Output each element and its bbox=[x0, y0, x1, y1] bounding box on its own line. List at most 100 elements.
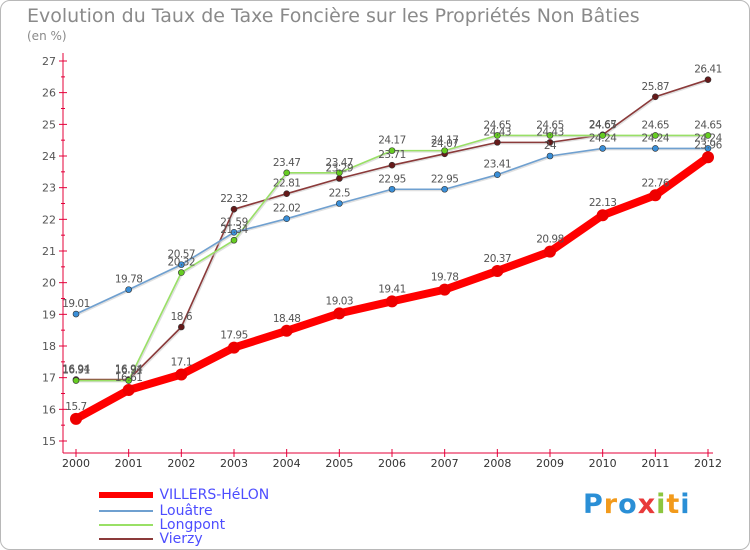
data-label: 23.96 bbox=[694, 139, 722, 151]
legend-item-vierzy: Vierzy bbox=[99, 531, 203, 547]
data-label: 15.7 bbox=[65, 401, 86, 413]
data-label: 24.17 bbox=[431, 135, 459, 147]
data-label: 23.41 bbox=[484, 159, 512, 171]
y-tick-label: 15 bbox=[42, 435, 56, 448]
data-point bbox=[388, 161, 396, 169]
data-label: 22.13 bbox=[589, 197, 617, 209]
chart-title: Evolution du Taux de Taxe Foncière sur l… bbox=[27, 5, 640, 27]
data-point bbox=[599, 132, 606, 139]
data-point bbox=[704, 76, 712, 83]
logo-letter: x bbox=[637, 489, 657, 520]
logo-letter: o bbox=[618, 489, 638, 520]
data-label: 20.98 bbox=[536, 234, 564, 246]
data-point bbox=[230, 205, 238, 213]
data-point bbox=[388, 185, 396, 193]
data-point bbox=[652, 132, 659, 139]
data-point bbox=[283, 169, 290, 177]
data-label: 25.87 bbox=[642, 81, 670, 93]
data-label: 19.41 bbox=[378, 283, 406, 295]
data-point bbox=[70, 412, 82, 425]
y-tick-label: 21 bbox=[42, 245, 56, 258]
data-label: 22.32 bbox=[220, 193, 248, 205]
data-label: 17.1 bbox=[171, 357, 192, 369]
x-tick-label: 2004 bbox=[273, 457, 301, 470]
y-tick-label: 25 bbox=[42, 118, 56, 131]
legend-item-longpont: Longpont bbox=[99, 517, 225, 533]
data-label: 23.47 bbox=[326, 157, 354, 169]
data-label: 19.78 bbox=[431, 272, 459, 284]
series-layer bbox=[70, 76, 714, 425]
data-point bbox=[125, 286, 132, 293]
data-label: 23.47 bbox=[273, 157, 301, 169]
data-label: 24 bbox=[544, 140, 557, 152]
data-label: 16.94 bbox=[115, 364, 143, 376]
data-label: 21.34 bbox=[220, 224, 248, 236]
data-point bbox=[283, 190, 290, 197]
data-point bbox=[652, 93, 659, 101]
data-label: 22.95 bbox=[378, 173, 406, 185]
data-label: 16.91 bbox=[115, 365, 143, 377]
data-label: 22.5 bbox=[329, 188, 350, 200]
data-point bbox=[336, 175, 343, 182]
data-point bbox=[178, 323, 185, 331]
data-label: 19.78 bbox=[115, 274, 143, 286]
y-tick-label: 26 bbox=[42, 87, 56, 100]
data-point bbox=[599, 145, 606, 152]
data-label: 16.94 bbox=[62, 364, 90, 376]
x-tick-label: 2010 bbox=[589, 457, 617, 470]
y-tick-label: 20 bbox=[42, 277, 56, 290]
x-tick-label: 2001 bbox=[115, 457, 143, 470]
data-point bbox=[178, 269, 185, 276]
data-point bbox=[546, 139, 554, 146]
data-point bbox=[122, 384, 135, 397]
legend-label-louatre: Louâtre bbox=[159, 503, 213, 519]
x-tick-label: 2002 bbox=[167, 457, 195, 470]
data-label: 18.6 bbox=[171, 311, 193, 323]
data-point bbox=[702, 151, 714, 164]
data-point bbox=[228, 341, 240, 354]
data-point bbox=[280, 324, 293, 337]
x-tick-label: 2009 bbox=[536, 457, 564, 470]
data-point bbox=[494, 171, 501, 178]
x-tick-label: 2008 bbox=[483, 457, 511, 470]
data-label: 20.57 bbox=[168, 249, 196, 261]
data-label: 24.65 bbox=[694, 119, 722, 131]
data-label: 24.43 bbox=[484, 126, 512, 138]
legend-swatch-longpont bbox=[99, 524, 153, 526]
y-tick-label: 19 bbox=[42, 308, 56, 321]
data-point bbox=[438, 283, 451, 296]
x-tick-label: 2011 bbox=[641, 457, 669, 470]
y-tick-label: 24 bbox=[42, 150, 56, 163]
y-tick-label: 22 bbox=[42, 213, 56, 226]
data-point bbox=[491, 264, 504, 277]
y-tick-label: 27 bbox=[42, 55, 56, 68]
data-label: 24.67 bbox=[589, 119, 617, 131]
logo-letter: i bbox=[680, 489, 691, 520]
proxiti-logo: Proxiti bbox=[583, 489, 691, 520]
data-label: 24.65 bbox=[589, 119, 617, 131]
data-label: 24.65 bbox=[484, 119, 512, 131]
data-point bbox=[178, 261, 185, 268]
x-tick-label: 2006 bbox=[378, 457, 406, 470]
data-point bbox=[388, 147, 396, 154]
logo-letter: i bbox=[656, 489, 667, 520]
data-label: 24.65 bbox=[536, 119, 564, 131]
data-point bbox=[544, 245, 556, 258]
data-point bbox=[546, 152, 554, 160]
data-point bbox=[175, 368, 188, 381]
data-label: 22.81 bbox=[273, 178, 301, 190]
data-label: 22.76 bbox=[642, 177, 670, 189]
data-point bbox=[336, 169, 343, 177]
data-point bbox=[649, 189, 662, 202]
data-point bbox=[336, 200, 343, 207]
data-point bbox=[283, 215, 290, 222]
x-tick-label: 2007 bbox=[431, 457, 459, 470]
data-label: 16.91 bbox=[62, 365, 90, 377]
data-point bbox=[652, 145, 659, 152]
data-label: 24.65 bbox=[642, 119, 670, 131]
legend-swatch-villers-helon bbox=[99, 492, 153, 498]
y-tick-label: 23 bbox=[42, 182, 56, 195]
logo-letter: r bbox=[603, 489, 619, 520]
